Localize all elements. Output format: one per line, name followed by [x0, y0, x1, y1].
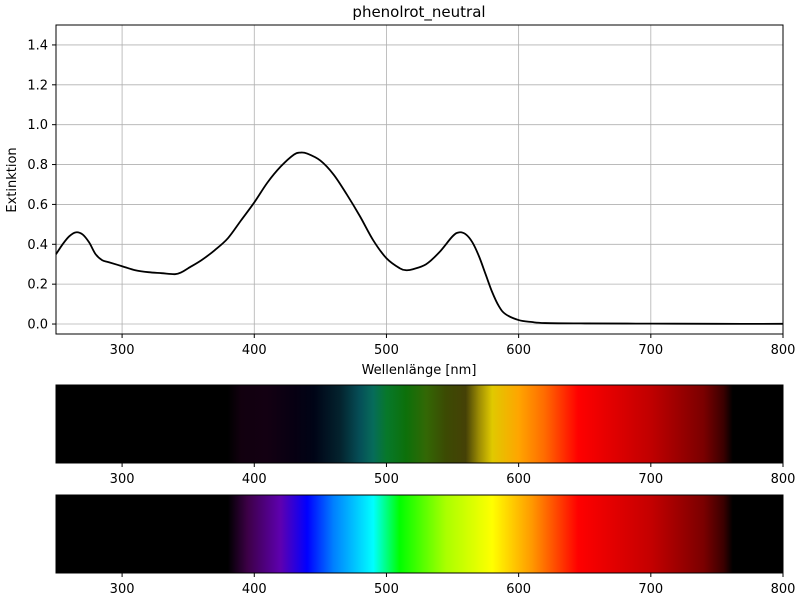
visible-strip-ticks: 300 400 500 600 700 800 — [110, 573, 796, 597]
absorption-spectrum-strip: 300 400 500 600 700 800 — [55, 384, 796, 487]
strip-tick-label: 400 — [242, 472, 267, 487]
series-line — [55, 151, 784, 325]
plot-frame — [55, 24, 784, 335]
strip-tick-label: 300 — [110, 582, 135, 597]
y-axis-label: Extinktion — [5, 147, 20, 212]
strip-tick-label: 500 — [374, 472, 399, 487]
x-tick-label: 600 — [506, 343, 531, 358]
strip-tick-label: 500 — [374, 582, 399, 597]
y-tick-label: 0.0 — [27, 318, 48, 333]
y-tick-label: 0.2 — [27, 278, 48, 293]
y-tick-label: 1.0 — [27, 118, 48, 133]
x-tick-label: 800 — [771, 343, 796, 358]
strip-tick-label: 600 — [506, 582, 531, 597]
visible-spectrum-strip: 300 400 500 600 700 800 — [55, 494, 796, 597]
x-tick-label: 700 — [638, 343, 663, 358]
absorption-strip-ticks: 300 400 500 600 700 800 — [110, 463, 796, 487]
y-axis-ticks: 0.0 0.2 0.4 0.6 0.8 1.0 1.2 1.4 — [27, 38, 56, 333]
y-tick-label: 1.4 — [27, 38, 48, 53]
x-axis-label: Wellenlänge [nm] — [362, 363, 477, 378]
strip-tick-label: 700 — [638, 472, 663, 487]
x-axis-ticks: 300 400 500 600 700 800 — [110, 334, 796, 358]
strip-tick-label: 800 — [771, 472, 796, 487]
x-tick-label: 500 — [374, 343, 399, 358]
line-chart: phenolrot_neutral 0.0 0.2 0.4 0.6 0.8 1.0 1.2 1… — [5, 3, 795, 378]
strip-tick-label: 600 — [506, 472, 531, 487]
y-tick-label: 0.8 — [27, 158, 48, 173]
absorption-strip-bar — [55, 384, 784, 464]
strip-tick-label: 800 — [771, 582, 796, 597]
chart-title: phenolrot_neutral — [352, 3, 485, 22]
strip-tick-label: 700 — [638, 582, 663, 597]
y-tick-label: 1.2 — [27, 78, 48, 93]
strip-tick-label: 400 — [242, 582, 267, 597]
x-tick-label: 300 — [110, 343, 135, 358]
strip-tick-label: 300 — [110, 472, 135, 487]
x-tick-label: 400 — [242, 343, 267, 358]
grid — [56, 25, 784, 334]
visible-strip-bar — [55, 494, 784, 574]
y-tick-label: 0.4 — [27, 238, 48, 253]
y-tick-label: 0.6 — [27, 198, 48, 213]
